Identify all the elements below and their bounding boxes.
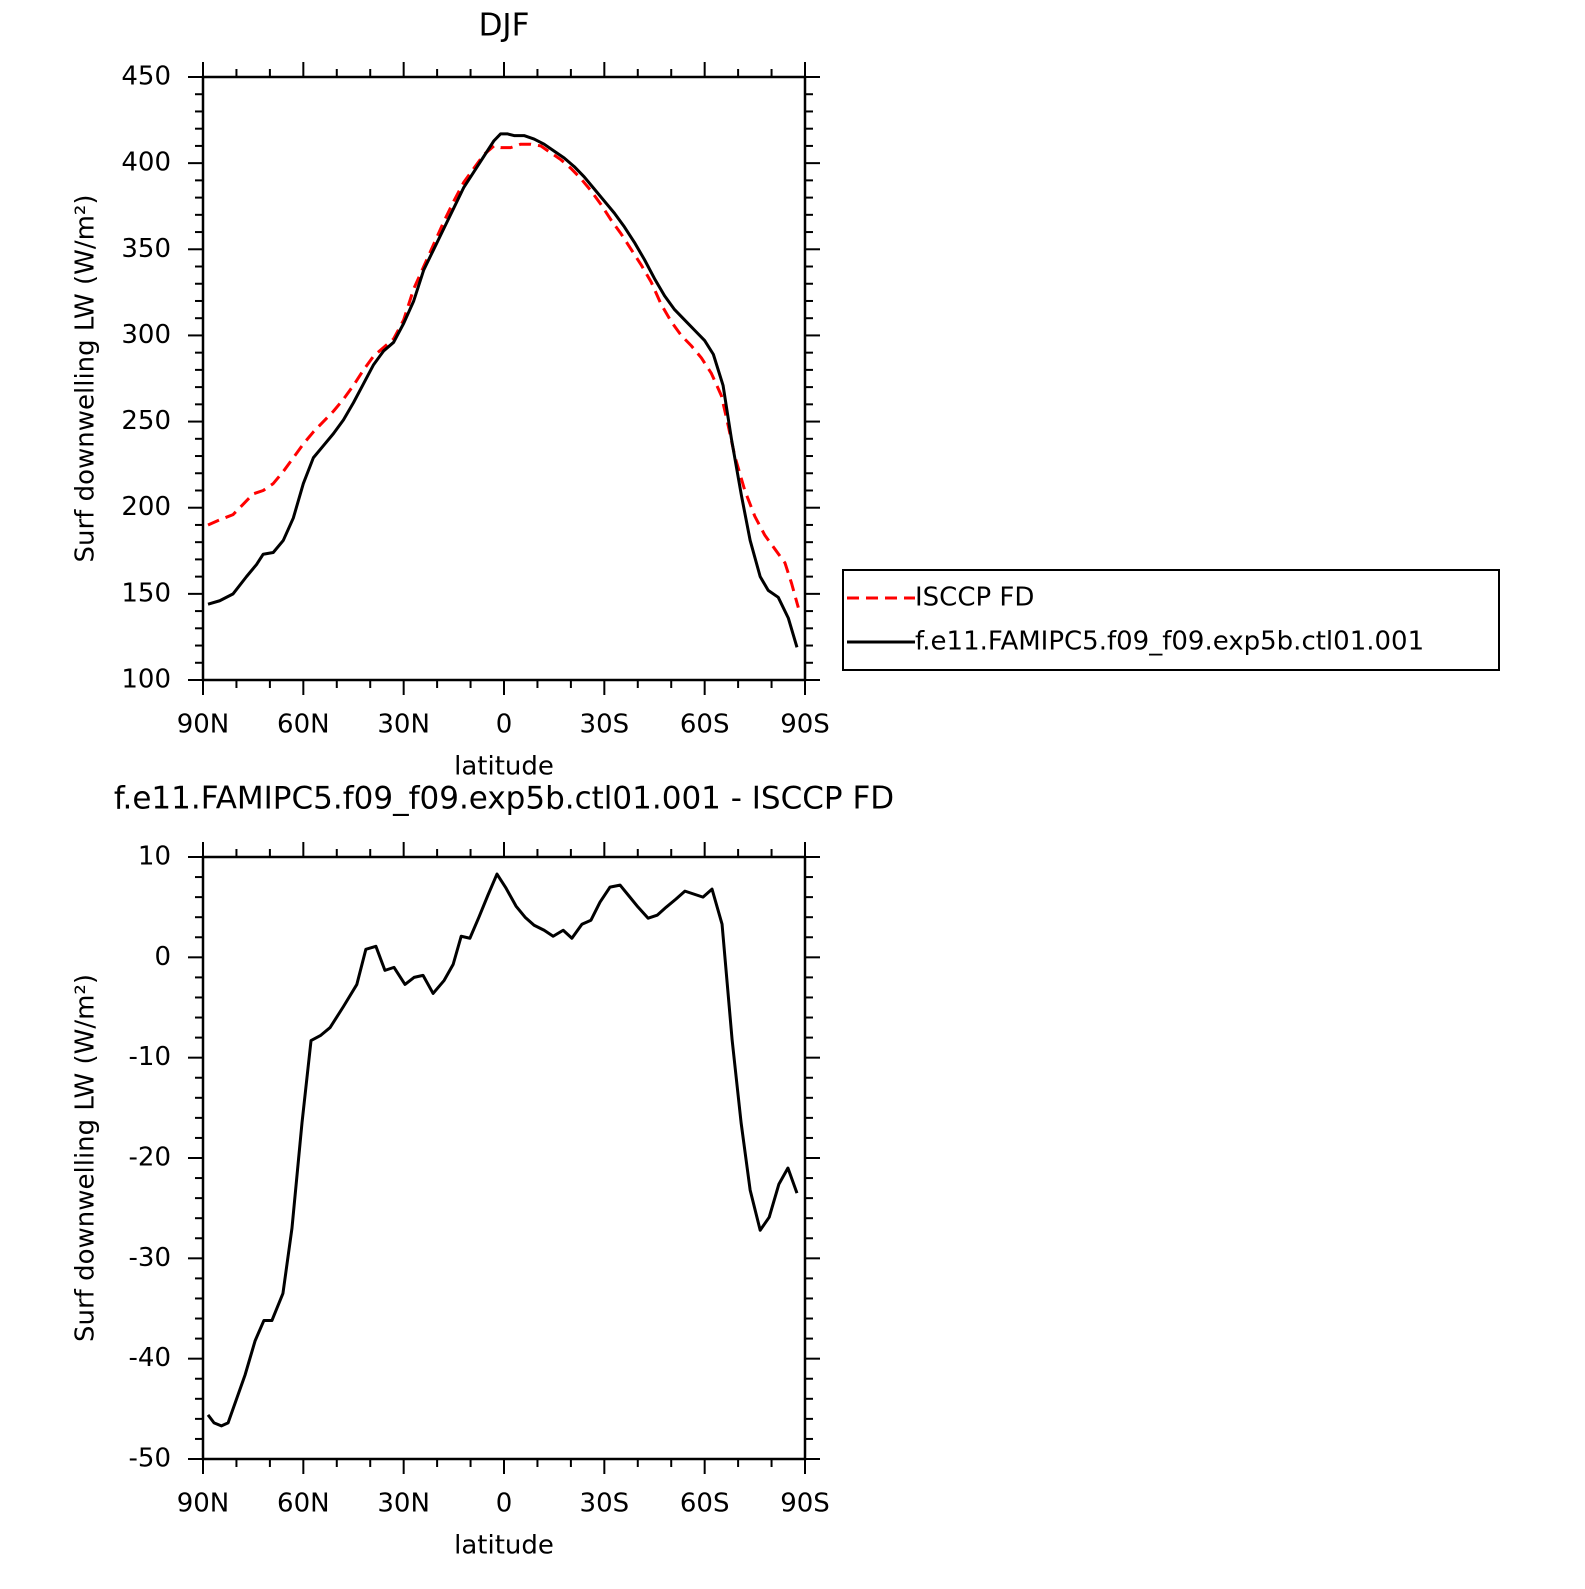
- y-tick-label: 250: [121, 406, 171, 436]
- y-tick-label: -40: [129, 1343, 171, 1373]
- x-tick-label: 90S: [780, 1489, 830, 1519]
- panel: DJF latitude Surf downwelling LW (W/m²) 90N…: [71, 8, 1500, 782]
- plot-frame: [201, 855, 807, 1461]
- x-tick-label: 0: [496, 1489, 513, 1519]
- x-tick-label: 30N: [377, 710, 430, 740]
- y-tick-label: 10: [138, 842, 171, 872]
- y-tick-label: -20: [129, 1143, 171, 1173]
- x-tick-label: 90N: [177, 1489, 230, 1519]
- x-tick-label: 60N: [277, 710, 330, 740]
- data-line: [207, 142, 800, 609]
- x-axis-label: latitude: [454, 752, 554, 782]
- legend: ISCCP FD f.e11.FAMIPC5.f09_f09.exp5b.ctl0…: [842, 569, 1500, 671]
- x-tick-label: 60S: [680, 710, 730, 740]
- y-tick-label: 350: [121, 234, 171, 264]
- y-tick-label: -10: [129, 1042, 171, 1072]
- x-axis-label: latitude: [454, 1531, 554, 1561]
- y-tick-label: 100: [121, 665, 171, 695]
- x-tick-label: 60S: [680, 1489, 730, 1519]
- y-tick-label: 200: [121, 492, 171, 522]
- data-line: [207, 132, 799, 648]
- plot-frame: [201, 75, 807, 682]
- y-tick-label: -30: [129, 1243, 171, 1273]
- x-tick-label: 0: [496, 710, 513, 740]
- x-tick-label: 90N: [177, 710, 230, 740]
- y-tick-label: 300: [121, 320, 171, 350]
- y-tick-label: 0: [154, 942, 171, 972]
- y-axis-label: Surf downwelling LW (W/m²): [71, 974, 101, 1342]
- data-line: [206, 872, 799, 1428]
- y-axis-label: Surf downwelling LW (W/m²): [71, 195, 101, 563]
- chart-title: DJF: [479, 8, 530, 44]
- x-tick-label: 30S: [580, 710, 630, 740]
- x-tick-label: 30N: [377, 1489, 430, 1519]
- legend-box: [842, 569, 1500, 671]
- chart-title: f.e11.FAMIPC5.f09_f09.exp5b.ctl01.001 - …: [114, 781, 894, 817]
- x-tick-label: 60N: [277, 1489, 330, 1519]
- legend-label: f.e11.FAMIPC5.f09_f09.exp5b.ctl01.001: [915, 627, 1424, 657]
- y-tick-label: -50: [129, 1444, 171, 1474]
- panel: f.e11.FAMIPC5.f09_f09.exp5b.ctl01.001 - …: [71, 781, 895, 1561]
- x-tick-label: 30S: [580, 1489, 630, 1519]
- x-tick-label: 90S: [780, 710, 830, 740]
- y-tick-label: 450: [121, 62, 171, 92]
- legend-label: ISCCP FD: [915, 583, 1034, 613]
- y-tick-label: 150: [121, 578, 171, 608]
- y-tick-label: 400: [121, 148, 171, 178]
